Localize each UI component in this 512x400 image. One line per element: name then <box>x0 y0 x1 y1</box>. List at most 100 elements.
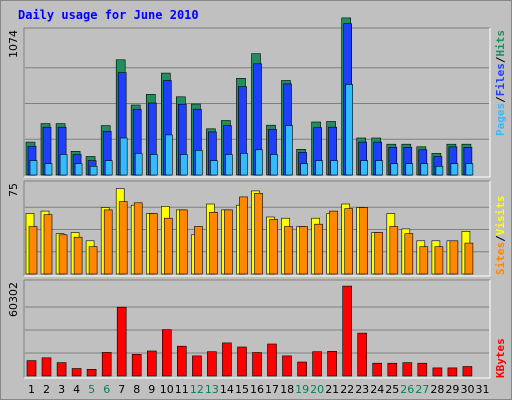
bar-sites-29 <box>449 240 459 275</box>
legend-item-hits: Hits <box>494 30 507 57</box>
bar-kbytes-15 <box>237 346 247 377</box>
panel-top: 1074 <box>7 17 491 178</box>
bar-sites-5 <box>88 246 98 275</box>
bar-sites-1 <box>28 226 38 275</box>
bar-sites-25 <box>389 226 399 275</box>
bar-kbytes-4 <box>71 368 82 377</box>
bar-pages-29 <box>450 163 459 176</box>
legend-item-visits: Visits <box>494 196 507 236</box>
x-tick-3: 3 <box>58 383 65 396</box>
x-tick-23: 23 <box>355 383 369 396</box>
bar-pages-13 <box>210 160 218 176</box>
bar-sites-14 <box>224 209 233 275</box>
bar-sites-20 <box>314 223 323 275</box>
bar-pages-12 <box>195 150 203 176</box>
bar-sites-6 <box>103 209 113 275</box>
bar-pages-7 <box>119 137 128 176</box>
bar-kbytes-10 <box>162 329 172 377</box>
bar-sites-12 <box>194 226 203 275</box>
y-scale-label-middle: 75 <box>7 183 20 197</box>
bar-kbytes-13 <box>207 351 217 377</box>
bar-pages-9 <box>150 154 158 176</box>
bar-sites-30 <box>464 242 474 275</box>
bar-sites-23 <box>359 207 369 275</box>
x-tick-14: 14 <box>220 383 234 396</box>
bar-pages-30 <box>465 163 474 176</box>
bar-pages-1 <box>29 160 38 176</box>
x-tick-11: 11 <box>175 383 189 396</box>
bar-pages-18 <box>285 125 293 176</box>
bar-kbytes-30 <box>462 366 473 377</box>
x-tick-31: 31 <box>476 383 490 396</box>
x-tick-8: 8 <box>133 383 140 396</box>
x-tick-2: 2 <box>43 383 50 396</box>
chart-panels: 1074 75 60302 <box>7 17 491 379</box>
bar-pages-5 <box>89 166 98 176</box>
x-tick-1: 1 <box>28 383 35 396</box>
bar-kbytes-6 <box>101 352 112 377</box>
bar-kbytes-9 <box>147 350 157 377</box>
bar-sites-19 <box>299 226 308 275</box>
x-tick-4: 4 <box>73 383 80 396</box>
bar-kbytes-17 <box>267 343 277 377</box>
bar-pages-11 <box>180 154 188 176</box>
bar-sites-27 <box>419 246 429 275</box>
x-tick-22: 22 <box>340 383 354 396</box>
bar-sites-8 <box>133 202 143 275</box>
legend-middle: Sites/Visits <box>494 196 507 276</box>
x-tick-7: 7 <box>118 383 125 396</box>
x-tick-10: 10 <box>160 383 174 396</box>
bar-sites-13 <box>209 212 218 275</box>
legend-item-pages: Pages <box>494 103 507 136</box>
bar-pages-25 <box>390 163 399 176</box>
bar-pages-22 <box>345 84 354 176</box>
bar-pages-3 <box>59 154 68 176</box>
x-axis-ticks: 1 2 3 4 5 6 7 8 9 10 11 12 13 14 15 16 17 18 19 20 21 22 23 24 2… <box>28 383 490 396</box>
legend-item-kbytes: KBytes <box>494 338 507 378</box>
bar-sites-2 <box>43 214 53 275</box>
bar-sites-9 <box>149 213 158 275</box>
bar-sites-17 <box>269 219 278 275</box>
x-tick-29: 29 <box>445 383 459 396</box>
bar-kbytes-2 <box>41 357 52 377</box>
legend-top-text: Pages/Files/Hits <box>494 30 507 136</box>
bar-sites-16 <box>254 193 263 275</box>
legend-middle-text: Sites/Visits <box>494 196 507 276</box>
legend-bottom: KBytes <box>494 338 507 378</box>
x-tick-12: 12 <box>190 383 204 396</box>
bar-pages-4 <box>74 163 83 176</box>
x-tick-30: 30 <box>461 383 475 396</box>
bar-pages-24 <box>375 160 384 176</box>
bar-pages-14 <box>225 154 233 176</box>
x-tick-20: 20 <box>310 383 324 396</box>
bar-kbytes-23 <box>357 332 368 377</box>
x-tick-18: 18 <box>280 383 294 396</box>
bar-pages-15 <box>240 153 248 176</box>
bar-sites-10 <box>164 217 173 275</box>
bar-kbytes-29 <box>447 367 458 377</box>
x-tick-16: 16 <box>250 383 264 396</box>
bar-kbytes-28 <box>432 367 443 377</box>
bar-pages-28 <box>435 166 444 176</box>
bar-pages-6 <box>104 160 113 176</box>
bar-kbytes-25 <box>387 362 398 377</box>
bar-sites-7 <box>118 201 128 275</box>
bar-kbytes-19 <box>297 361 307 377</box>
panel-bottom: 60302 <box>7 279 491 379</box>
chart-title: Daily usage for June 2010 <box>18 8 199 22</box>
bar-kbytes-22 <box>342 285 353 377</box>
x-tick-25: 25 <box>385 383 399 396</box>
bar-kbytes-8 <box>131 353 142 377</box>
bar-kbytes-7 <box>116 306 127 377</box>
x-tick-17: 17 <box>265 383 279 396</box>
bar-sites-21 <box>329 210 338 275</box>
x-tick-9: 9 <box>148 383 155 396</box>
bar-kbytes-26 <box>402 362 413 377</box>
legend-bottom-text: KBytes <box>494 338 507 378</box>
legend-item-sites: Sites <box>494 242 507 275</box>
x-tick-13: 13 <box>205 383 219 396</box>
bar-sites-26 <box>404 233 414 275</box>
x-tick-26: 26 <box>400 383 414 396</box>
bar-pages-8 <box>134 153 143 176</box>
